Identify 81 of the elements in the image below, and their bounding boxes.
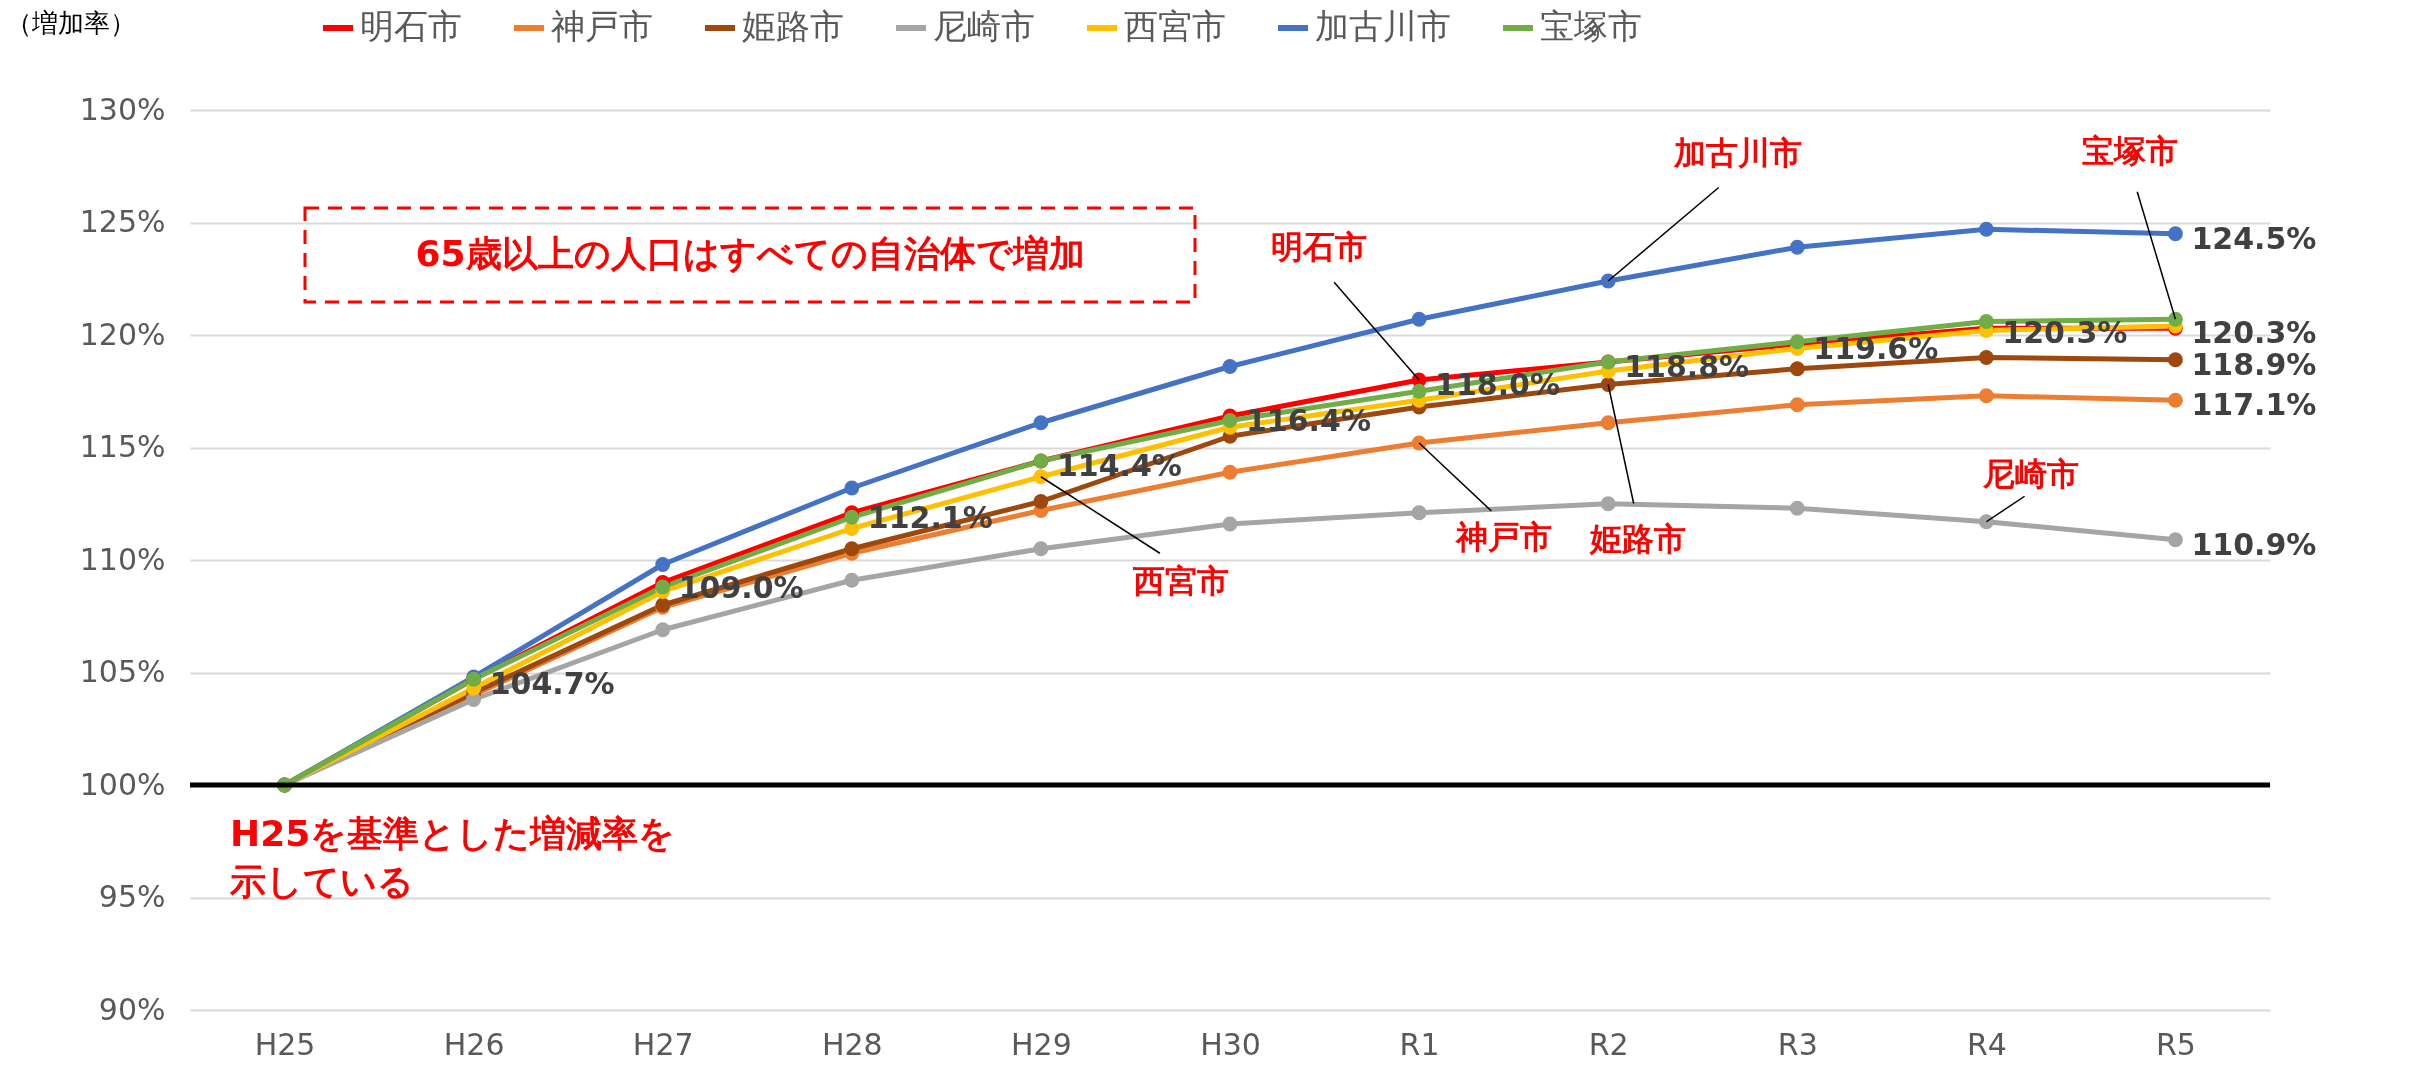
y-tick-label: 100% [79,766,166,802]
y-tick-label: 115% [79,429,166,464]
legend-label: 加古川市 [1315,6,1451,46]
point [1600,496,1616,512]
y-tick-label: 90% [98,991,166,1027]
point [844,572,860,588]
point [1978,388,1994,404]
point [1033,541,1049,557]
annotation: 宝塚市 [2082,132,2179,171]
legend-label: 西宮市 [1124,6,1226,46]
annotation: 尼崎市 [1982,454,2080,493]
point [844,480,860,496]
y-axis-title: （増加率） [5,7,136,38]
point [1222,464,1238,480]
x-tick-label: H28 [821,1026,883,1062]
data-label: 118.0% [1435,367,1561,402]
point [1033,469,1049,485]
y-tick-label: 120% [79,316,166,352]
annotation: H25を基準とした増減率を示している [229,813,676,902]
point [1789,239,1805,255]
data-label: 116.4% [1246,403,1371,438]
annotation: 神戸市 [1454,518,1553,556]
point [844,541,860,557]
data-label: 119.6% [1813,331,1939,366]
legend-label: 明石市 [360,6,462,46]
point [1411,435,1427,451]
point [655,579,671,595]
point [1600,377,1616,392]
point [1789,397,1805,413]
point [1222,413,1238,428]
point [844,509,860,525]
x-tick-label: H30 [1200,1026,1261,1062]
point [2168,532,2183,548]
x-tick-label: H27 [632,1026,694,1062]
point [655,622,671,638]
legend-label: 神戸市 [551,6,653,46]
point [1600,415,1616,431]
legend-label: 姫路市 [742,6,844,46]
point [1978,221,1994,237]
point [1411,505,1427,521]
point [1222,359,1238,374]
point [1600,273,1616,289]
annotation: 加古川市 [1673,134,1803,172]
point [1978,350,1994,365]
point [1033,415,1049,431]
data-label: 104.7% [489,666,615,702]
x-tick-label: H25 [254,1026,316,1062]
y-tick-label: 110% [79,541,166,577]
x-tick-label: H29 [1011,1026,1072,1062]
annotation: 明石市 [1271,228,1368,266]
y-tick-label: 105% [79,654,166,689]
point [1033,494,1049,509]
point [1789,361,1805,377]
point [2168,226,2183,242]
point [655,557,671,572]
point [2168,392,2183,408]
x-tick-label: R4 [1966,1026,2007,1062]
point [1222,516,1238,532]
legend-label: 尼崎市 [933,6,1035,46]
x-tick-label: R1 [1399,1026,1440,1062]
data-label: 124.5% [2191,220,2317,256]
data-label: 110.9% [2191,526,2317,562]
point [2168,352,2183,368]
point [1789,500,1805,516]
y-tick-label: 125% [79,204,166,239]
annotation: 西宮市 [1131,561,1229,600]
x-tick-label: R5 [2155,1026,2196,1062]
y-tick-label: 130% [79,91,166,127]
x-tick-label: H26 [443,1026,505,1062]
point [1411,311,1427,327]
x-tick-label: R2 [1588,1026,1629,1062]
point [1978,314,1994,329]
point [1411,383,1427,399]
x-tick-label: R3 [1777,1026,1818,1062]
annotation: 姫路市 [1589,519,1687,558]
data-label: 117.1% [2191,387,2317,423]
legend-label: 宝塚市 [1540,6,1642,46]
point [2168,311,2183,327]
annotation: 65歳以上の人口はすべての自治体で増加 [415,233,1085,274]
point [1978,514,1994,530]
y-tick-label: 95% [98,879,166,914]
